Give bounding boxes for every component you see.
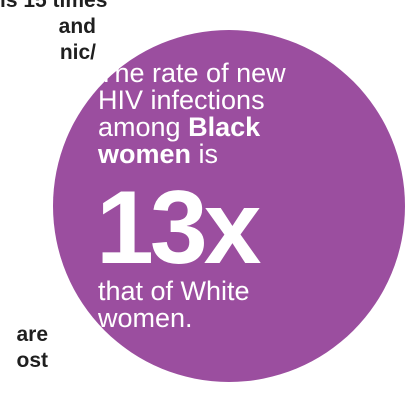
callout-line: The rate of new	[98, 58, 286, 88]
background-text-top: is 15 times and nic/	[0, 0, 108, 66]
callout-emphasis: women	[98, 139, 192, 169]
callout-line: among Black	[98, 114, 338, 141]
callout-emphasis: Black	[188, 112, 261, 142]
callout-text: among	[98, 112, 181, 142]
background-text-line: is 15 times	[0, 0, 108, 12]
callout-line: that of White	[98, 276, 250, 306]
background-text-bottom: are ost	[0, 322, 48, 374]
callout-line: women is	[98, 141, 338, 168]
background-text-line: nic/	[59, 41, 96, 64]
callout-text: is	[191, 139, 219, 169]
background-text-line: are	[16, 323, 48, 346]
background-text-line: ost	[16, 349, 49, 372]
callout-line: women.	[98, 303, 193, 333]
background-text-line: and	[58, 15, 96, 38]
stat-circle	[53, 30, 405, 382]
stat-number: 13x	[96, 170, 262, 286]
stat-callout: The rate of new HIV infections among Bla…	[96, 58, 338, 333]
callout-line: HIV infections	[98, 85, 265, 115]
